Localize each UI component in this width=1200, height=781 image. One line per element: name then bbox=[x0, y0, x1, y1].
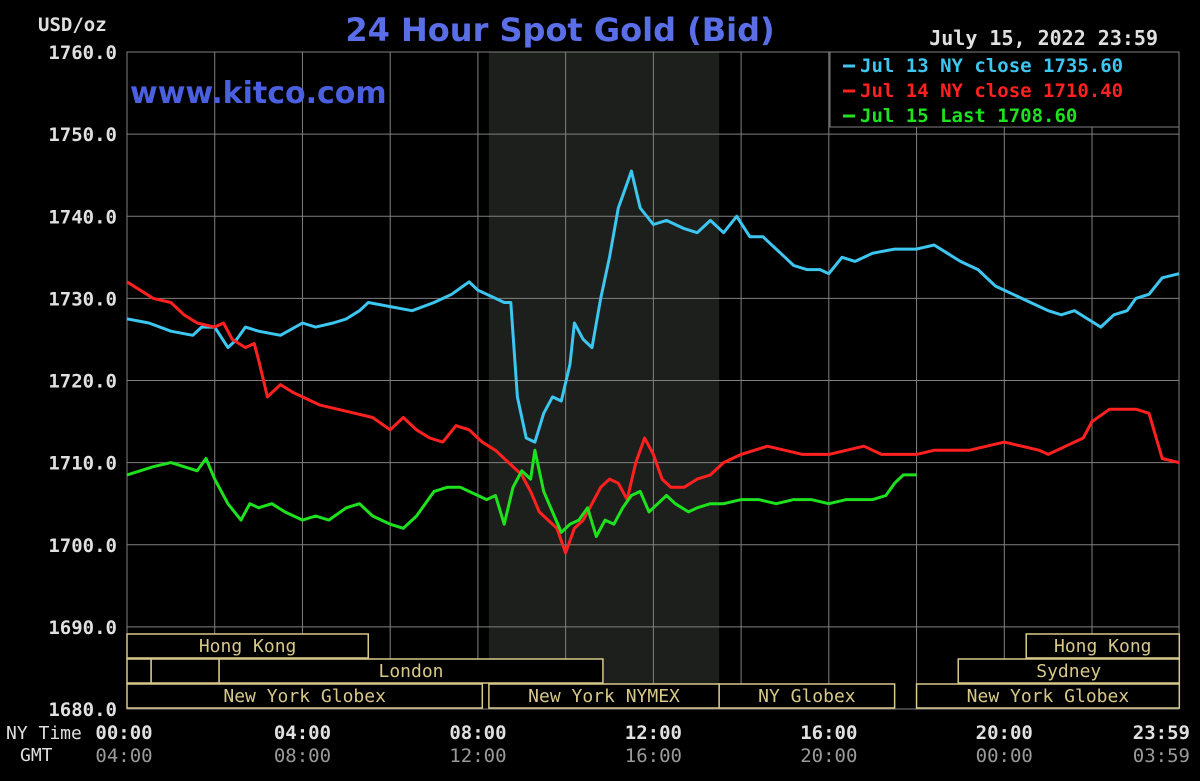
series-line bbox=[126, 280, 1180, 555]
session-label: London bbox=[379, 661, 444, 682]
session-label: New York NYMEX bbox=[528, 686, 680, 707]
x-tick-label-ny: 20:00 bbox=[976, 722, 1033, 744]
x-tick-label-ny: 16:00 bbox=[800, 722, 857, 744]
legend-entry: Jul 13 NY close 1735.60 bbox=[860, 55, 1123, 77]
x-tick-label-gmt: 00:00 bbox=[976, 745, 1033, 767]
session-label: New York Globex bbox=[967, 686, 1130, 707]
session-box bbox=[126, 633, 370, 659]
chart-title: 24 Hour Spot Gold (Bid) bbox=[345, 11, 774, 49]
y-tick-label: 1680.0 bbox=[48, 699, 117, 721]
x-tick-label-ny: 00:00 bbox=[95, 722, 152, 744]
x-tick-label-gmt: 08:00 bbox=[274, 745, 331, 767]
session-label: New York Globex bbox=[223, 686, 386, 707]
y-tick-label: 1760.0 bbox=[48, 42, 117, 64]
session-label: Hong Kong bbox=[199, 636, 297, 657]
x-tick-label-gmt: 12:00 bbox=[449, 745, 506, 767]
x-tick-label-ny: 23:59 bbox=[1133, 722, 1190, 744]
x-tick-label-ny: 12:00 bbox=[625, 722, 682, 744]
y-tick-label: 1690.0 bbox=[48, 617, 117, 639]
y-tick-label: 1750.0 bbox=[48, 124, 117, 146]
session-box bbox=[915, 683, 1181, 709]
session-box bbox=[126, 658, 152, 684]
x-tick-label-gmt: 04:00 bbox=[95, 745, 152, 767]
grid-lines bbox=[126, 51, 1180, 710]
session-box bbox=[126, 683, 484, 709]
session-label: Sydney bbox=[1036, 661, 1101, 682]
market-session-boxes: Hong Kong London New York Globex New York N… bbox=[126, 633, 1181, 709]
x-tick-label-ny: 04:00 bbox=[274, 722, 331, 744]
y-tick-label: 1720.0 bbox=[48, 371, 117, 393]
session-box bbox=[1025, 633, 1181, 659]
session-label: NY Globex bbox=[758, 686, 856, 707]
legend: Jul 13 NY close 1735.60 Jul 14 NY close 1… bbox=[843, 55, 1123, 127]
series-line bbox=[126, 448, 917, 538]
y-tick-label: 1700.0 bbox=[48, 535, 117, 557]
session-box bbox=[150, 658, 220, 684]
y-tick-label: 1710.0 bbox=[48, 453, 117, 475]
price-series-lines bbox=[126, 169, 1180, 555]
x-axis-tick-labels: 00:0004:0004:0008:0008:0012:0012:0016:00… bbox=[95, 722, 1190, 767]
gmt-label: GMT bbox=[20, 745, 53, 766]
ny-time-label: NY Time bbox=[6, 723, 82, 744]
x-tick-label-gmt: 16:00 bbox=[625, 745, 682, 767]
y-tick-label: 1730.0 bbox=[48, 288, 117, 310]
session-box bbox=[718, 683, 896, 709]
session-box bbox=[488, 683, 720, 709]
x-tick-label-gmt: 03:59 bbox=[1133, 745, 1190, 767]
y-tick-label: 1740.0 bbox=[48, 206, 117, 228]
series-line bbox=[126, 169, 1180, 444]
legend-entry: Jul 14 NY close 1710.40 bbox=[860, 80, 1123, 102]
timestamp: July 15, 2022 23:59 bbox=[929, 26, 1158, 50]
legend-box bbox=[829, 51, 1180, 128]
session-label: Hong Kong bbox=[1054, 636, 1152, 657]
x-tick-label-ny: 08:00 bbox=[449, 722, 506, 744]
session-box bbox=[957, 658, 1181, 684]
plot-frame bbox=[126, 51, 1180, 710]
x-tick-label-gmt: 20:00 bbox=[800, 745, 857, 767]
legend-entry: Jul 15 Last 1708.60 bbox=[860, 105, 1077, 127]
session-box bbox=[218, 658, 604, 684]
watermark-url: www.kitco.com bbox=[130, 76, 387, 111]
unit-label: USD/oz bbox=[38, 14, 107, 36]
y-axis-tick-labels: 1680.0 1690.0 1700.0 1710.0 1720.0 1730.0 1740… bbox=[48, 42, 117, 721]
